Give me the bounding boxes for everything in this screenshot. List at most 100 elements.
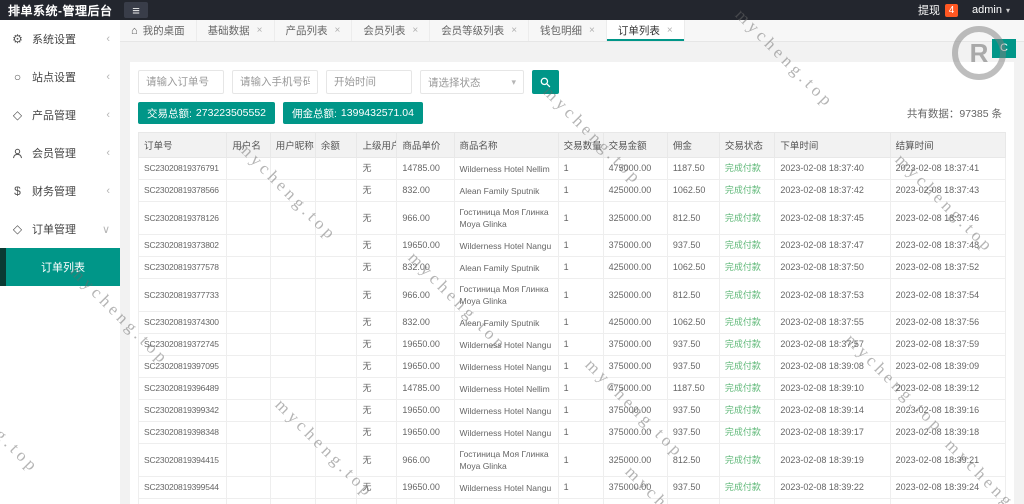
close-icon[interactable]: × [334, 25, 341, 36]
order-time-cell: 2023-02-08 18:39:10 [774, 377, 891, 400]
tab-bar: ⌂ 我的桌面 基础数据 × 产品列表 × 会员列表 × 会员等级列表 × 钱包明细 × 订单列表 × [120, 20, 1024, 42]
sidebar-item-label: 财务管理 [32, 186, 76, 198]
username-label: admin [972, 4, 1002, 16]
username-cell [226, 399, 271, 422]
balance-cell [314, 355, 358, 378]
sidebar-subitem-order-list[interactable]: 订单列表 [0, 248, 120, 286]
amount-cell: 325000.00 [602, 443, 668, 477]
tab-order-list[interactable]: 订单列表 × [606, 20, 685, 41]
status-select[interactable]: 请选择状态 ▾ [420, 70, 524, 94]
chevron-down-icon: ▾ [1005, 5, 1010, 15]
column-header: 交易状态 [718, 132, 776, 158]
total-commission-button[interactable]: 佣金总额: 1399432571.04 [283, 102, 423, 124]
amount-cell: 425000.00 [602, 179, 668, 202]
status-cell: 完成付款 [718, 157, 776, 180]
unit-price-cell: 19650.00 [396, 399, 455, 422]
close-icon[interactable]: × [511, 25, 518, 36]
nickname-cell [269, 421, 316, 444]
column-header: 下单时间 [774, 132, 891, 158]
commission-cell: 937.50 [666, 421, 720, 444]
top-bar: 排单系统-管理后台 ≡ 提现 4 admin ▾ [0, 0, 1024, 20]
tab-my-desktop[interactable]: ⌂ 我的桌面 [120, 20, 197, 41]
phone-input[interactable] [232, 70, 318, 94]
nickname-cell [269, 201, 316, 235]
member-icon [10, 148, 25, 159]
tab-label: 基础数据 [207, 25, 250, 37]
balance-cell [314, 399, 358, 422]
product-name-cell: Wilderness Hotel Nangu [453, 421, 559, 444]
status-cell: 完成付款 [718, 399, 776, 422]
close-icon[interactable]: × [256, 25, 263, 36]
tab-member-level-list[interactable]: 会员等级列表 × [430, 20, 530, 41]
status-cell: 完成付款 [718, 256, 776, 279]
sidebar-item-system-settings[interactable]: ⚙ 系统设置 ‹ [0, 20, 120, 58]
commission-cell: 937.50 [666, 476, 720, 499]
sidebar-item-product-management[interactable]: ◇ 产品管理 ‹ [0, 96, 120, 134]
close-icon[interactable]: × [589, 25, 595, 36]
table-row: SC23020819399544 无 19650.00 Wilderness Hote… [137, 476, 1007, 499]
tab-member-list[interactable]: 会员列表 × [352, 20, 431, 41]
nickname-cell [269, 377, 316, 400]
table-row: SC23020819372745 无 19650.00 Wilderness Hote… [137, 333, 1007, 356]
username-cell [226, 421, 271, 444]
product-name-cell: Wilderness Hotel Nangu [453, 399, 559, 422]
start-time-input[interactable] [326, 70, 412, 94]
status-cell: 完成付款 [718, 421, 776, 444]
table-row: SC23020819396489 无 14785.00 Wilderness Hote… [137, 377, 1007, 400]
search-button[interactable] [532, 70, 559, 94]
search-icon [540, 77, 551, 88]
superior-cell: 无 [356, 333, 398, 356]
product-name-cell: Alean Family Sputnik [453, 256, 559, 279]
amount-cell: 475000.00 [602, 377, 668, 400]
sidebar-item-site-settings[interactable]: ○ 站点设置 ‹ [0, 58, 120, 96]
username-cell [226, 311, 271, 334]
tab-basic-data[interactable]: 基础数据 × [197, 20, 275, 41]
unit-price-cell: 832.00 [396, 498, 455, 504]
close-icon[interactable]: × [412, 25, 419, 36]
balance-cell [314, 476, 358, 499]
order-no-cell: SC23020819377733 [137, 278, 228, 312]
nickname-cell [269, 311, 316, 334]
order-no-cell: SC23020819372745 [137, 333, 228, 356]
sidebar-item-member-management[interactable]: 会员管理 ‹ [0, 134, 120, 172]
table-row: SC23020819374300 无 832.00 Alean Family Sput… [137, 311, 1007, 334]
total-trade-button[interactable]: 交易总额: 273223505552 [138, 102, 275, 124]
order-no-input[interactable] [138, 70, 224, 94]
table-row: SC23020819376791 无 14785.00 Wilderness Hote… [137, 157, 1007, 180]
status-cell: 完成付款 [718, 234, 776, 257]
menu-toggle-button[interactable]: ≡ [124, 2, 148, 18]
sidebar-item-finance-management[interactable]: $ 财务管理 ‹ [0, 172, 120, 210]
topbar-right: 提现 4 admin ▾ [918, 2, 1024, 18]
sidebar-item-order-management[interactable]: ◇ 订单管理 ∨ [0, 210, 120, 248]
unit-price-cell: 832.00 [396, 256, 455, 279]
close-icon[interactable]: × [666, 25, 673, 36]
table-row: SC23020819397095 无 19650.00 Wilderness Hote… [137, 355, 1007, 378]
column-header: 用户昵称 [269, 132, 316, 158]
settle-time-cell: 2023-02-08 18:37:48 [889, 234, 1007, 257]
balance-cell [314, 443, 358, 477]
product-name-cell: Alean Family Sputnik [453, 311, 559, 334]
superior-cell: 无 [356, 234, 398, 257]
balance-cell [314, 377, 358, 400]
unit-price-cell: 966.00 [396, 443, 455, 477]
balance-cell [314, 421, 358, 444]
total-commission-label: 佣金总额: [292, 107, 337, 120]
withdraw-menu-item[interactable]: 提现 4 [918, 2, 959, 18]
tab-product-list[interactable]: 产品列表 × [275, 20, 353, 41]
user-menu[interactable]: admin ▾ [972, 4, 1010, 16]
column-header: 交易数量 [557, 132, 604, 158]
qty-cell: 1 [557, 476, 604, 499]
chevron-left-icon: ‹ [106, 185, 110, 197]
tab-wallet-detail[interactable]: 钱包明细 × [529, 20, 607, 41]
amount-cell: 375000.00 [602, 476, 668, 499]
chevron-left-icon: ‹ [106, 147, 110, 159]
sidebar-item-label: 会员管理 [32, 148, 76, 160]
qty-cell: 1 [557, 498, 604, 504]
column-header: 商品单价 [396, 132, 455, 158]
product-name-cell: Wilderness Hotel Nellim [453, 157, 559, 180]
commission-cell: 812.50 [666, 278, 720, 312]
qty-cell: 1 [557, 278, 604, 312]
qty-cell: 1 [557, 421, 604, 444]
amount-cell: 375000.00 [602, 399, 668, 422]
